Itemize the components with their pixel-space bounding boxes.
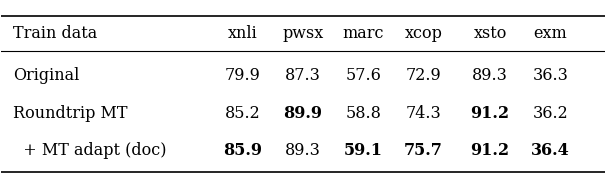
Text: 59.1: 59.1 — [344, 142, 383, 159]
Text: 79.9: 79.9 — [225, 67, 261, 84]
Text: 85.9: 85.9 — [223, 142, 262, 159]
Text: 36.4: 36.4 — [531, 142, 570, 159]
Text: Original: Original — [13, 67, 80, 84]
Text: 36.3: 36.3 — [533, 67, 568, 84]
Text: 87.3: 87.3 — [285, 67, 321, 84]
Text: 72.9: 72.9 — [406, 67, 442, 84]
Text: 91.2: 91.2 — [470, 142, 510, 159]
Text: Roundtrip MT: Roundtrip MT — [13, 105, 128, 122]
Text: 91.2: 91.2 — [470, 105, 510, 122]
Text: marc: marc — [342, 25, 384, 42]
Text: + MT adapt (doc): + MT adapt (doc) — [13, 142, 167, 159]
Text: 74.3: 74.3 — [406, 105, 442, 122]
Text: 89.9: 89.9 — [284, 105, 322, 122]
Text: 58.8: 58.8 — [345, 105, 381, 122]
Text: 36.2: 36.2 — [533, 105, 568, 122]
Text: 85.2: 85.2 — [225, 105, 261, 122]
Text: exm: exm — [533, 25, 567, 42]
Text: 89.3: 89.3 — [285, 142, 321, 159]
Text: 89.3: 89.3 — [472, 67, 508, 84]
Text: 57.6: 57.6 — [345, 67, 381, 84]
Text: xnli: xnli — [228, 25, 258, 42]
Text: pwsx: pwsx — [282, 25, 324, 42]
Text: 75.7: 75.7 — [404, 142, 443, 159]
Text: xsto: xsto — [473, 25, 507, 42]
Text: Train data: Train data — [13, 25, 98, 42]
Text: xcop: xcop — [405, 25, 442, 42]
